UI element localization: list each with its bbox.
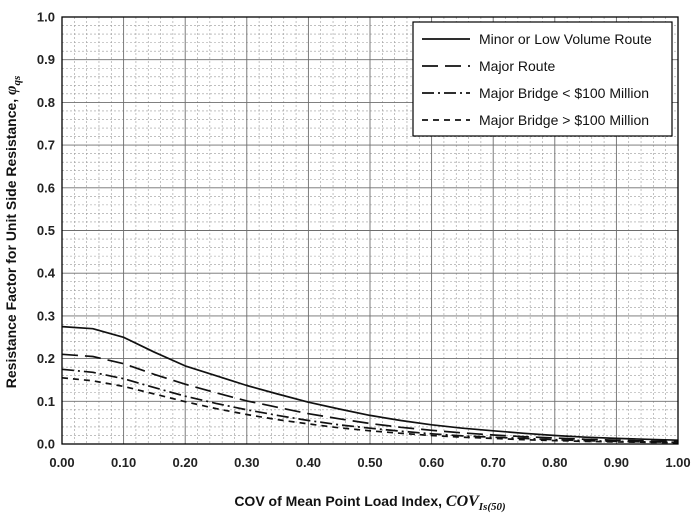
x-tick-label: 0.20 (173, 455, 198, 470)
legend-label-2: Major Route (479, 58, 555, 74)
y-tick-label: 0.5 (37, 223, 55, 238)
x-tick-label: 0.60 (419, 455, 444, 470)
x-tick-label: 0.30 (234, 455, 259, 470)
y-axis-label-subscript: qs (11, 76, 23, 86)
y-axis-ticks: 0.0 0.1 0.2 0.3 0.4 0.5 0.6 0.7 0.8 0.9 1.0 (37, 10, 56, 452)
series-lines (61, 325, 679, 444)
y-axis-label: Resistance Factor for Unit Side Resistan… (3, 76, 23, 388)
series-line-3 (61, 368, 679, 444)
y-axis-label-text: Resistance Factor for Unit Side Resistan… (3, 95, 19, 388)
x-axis-ticks: 0.00 0.10 0.20 0.30 0.40 0.50 0.60 0.70 0.80 0.90… (49, 455, 690, 470)
legend-label-4: Major Bridge > $100 Million (479, 112, 649, 128)
x-tick-label: 0.00 (49, 455, 74, 470)
y-tick-label: 0.1 (37, 394, 55, 409)
x-tick-label: 0.50 (357, 455, 382, 470)
x-axis-label-symbol: COV (446, 493, 480, 510)
legend-label-3: Major Bridge < $100 Million (479, 85, 649, 101)
legend: Minor or Low Volume Route Major Route Majo… (412, 21, 673, 137)
y-tick-label: 0.6 (37, 180, 55, 195)
y-tick-label: 0.2 (37, 351, 55, 366)
x-axis-label-text: COV of Mean Point Load Index, (234, 493, 446, 509)
series-line-1 (61, 325, 679, 442)
x-tick-label: 1.00 (665, 455, 690, 470)
y-axis-label-symbol: φ (3, 86, 20, 95)
y-tick-label: 0.8 (37, 95, 55, 110)
legend-box (412, 21, 673, 137)
legend-label-1: Minor or Low Volume Route (479, 31, 652, 47)
y-tick-label: 0.0 (37, 437, 55, 452)
y-tick-label: 0.4 (37, 266, 56, 281)
x-tick-label: 0.90 (604, 455, 629, 470)
y-tick-label: 1.0 (37, 10, 55, 25)
series-line-4 (61, 376, 679, 444)
y-tick-label: 0.9 (37, 52, 55, 67)
major-gridlines (62, 17, 678, 444)
x-axis-label-subscript: Is(50) (478, 501, 506, 513)
x-tick-label: 0.40 (296, 455, 321, 470)
x-tick-label: 0.80 (542, 455, 567, 470)
x-tick-label: 0.70 (481, 455, 506, 470)
series-line-2 (61, 353, 679, 443)
y-tick-label: 0.7 (37, 138, 55, 153)
x-axis-label: COV of Mean Point Load Index, COVIs(50) (234, 493, 505, 513)
y-tick-label: 0.3 (37, 308, 55, 323)
plot-area-frame (61, 16, 679, 445)
x-tick-label: 0.10 (111, 455, 136, 470)
